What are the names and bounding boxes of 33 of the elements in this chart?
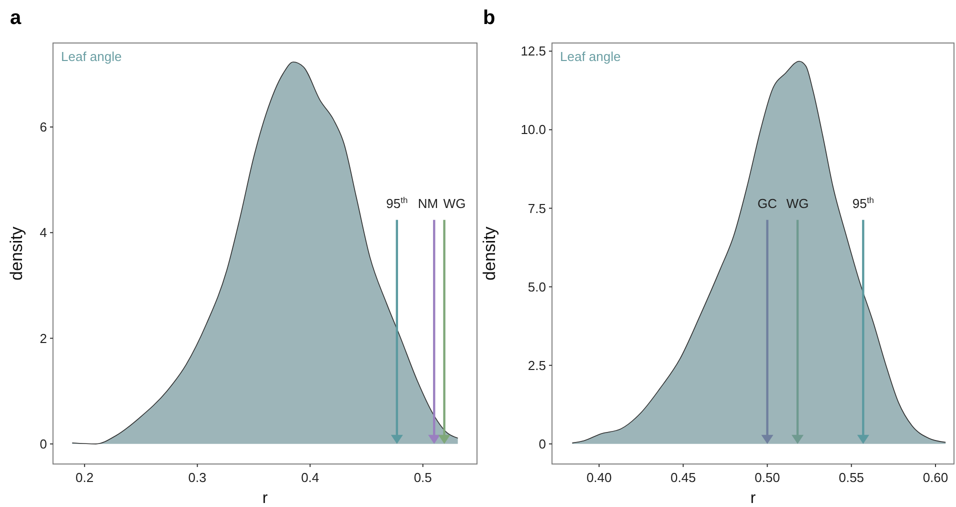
x-tick-label: 0.40: [586, 470, 612, 485]
y-axis-title: density: [7, 226, 26, 280]
chart-title: a: [10, 7, 22, 29]
chart-title: b: [483, 7, 496, 29]
x-tick-label: 0.55: [838, 470, 864, 485]
annotation: Leaf angle: [61, 49, 122, 64]
annotation: Leaf angle: [560, 49, 621, 64]
y-tick-label: 0: [40, 436, 47, 452]
y-tick-label: 12.5: [520, 44, 546, 59]
x-tick-label: 0.3: [188, 470, 206, 485]
x-tick-label: 0.4: [301, 470, 320, 485]
y-tick-label: 10.0: [520, 122, 546, 138]
x-tick-label: 0.5: [414, 470, 432, 485]
x-tick-label: 0.45: [670, 470, 696, 485]
y-axis-title: density: [480, 226, 499, 280]
y-tick-label: 6: [40, 119, 47, 134]
y-tick-label: 2: [40, 330, 47, 346]
x-tick-label: 0.60: [922, 470, 948, 485]
ref-line-label: WG: [443, 196, 466, 211]
y-tick-label: 4: [40, 225, 47, 240]
x-axis-title: r: [262, 490, 268, 507]
y-tick-label: 2.5: [528, 358, 546, 373]
y-tick-label: 0: [538, 436, 546, 452]
ref-line-label: 95$^{th}$: [386, 194, 408, 211]
x-axis-title: r: [750, 490, 756, 507]
y-tick-label: 5.0: [528, 279, 546, 294]
ref-line-label: WG: [786, 196, 809, 211]
x-tick-label: 0.2: [76, 470, 94, 485]
ref-line-label: 95$^{th}$: [852, 194, 874, 211]
ref-line-label: NM: [418, 196, 438, 211]
x-tick-label: 0.50: [754, 470, 780, 485]
ref-line-label: GC: [758, 196, 778, 211]
y-tick-label: 7.5: [528, 200, 546, 216]
